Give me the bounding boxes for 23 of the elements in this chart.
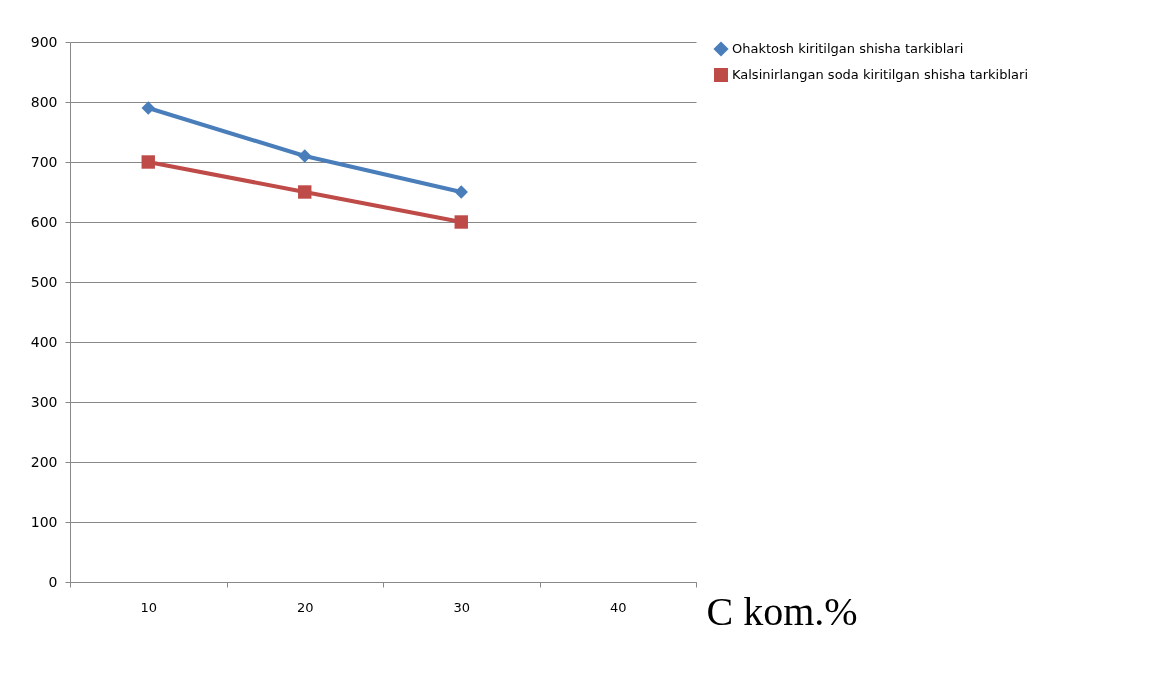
y-tick-label: 700 [30,153,58,170]
point [141,155,155,169]
y-tick-label: 300 [30,393,58,410]
point [454,185,468,199]
y-tick-label: 100 [30,513,58,530]
x-tick-label: 20 [296,599,314,615]
point [298,149,312,163]
point [141,101,155,115]
x-tick-label: 30 [453,599,471,615]
y-tick-label: 400 [30,333,58,350]
legend-label: Kalsinirlangan soda kiritilgan shisha tarkiblari [732,67,1029,82]
y-tick-label: 0 [48,573,58,590]
x-axis-title: C kom.% [706,588,858,634]
x-tick-label: 10 [140,599,158,615]
y-tick-label: 600 [30,213,58,230]
y-tick-label: 900 [30,33,58,50]
y-tick-label: 200 [30,453,58,470]
point [454,215,468,229]
legend-label: Ohaktosh kiritilgan shisha tarkiblari [732,41,964,56]
point [298,185,312,199]
y-tick-label: 500 [30,273,58,290]
y-tick-label: 800 [30,93,58,110]
x-tick-label: 40 [609,599,627,615]
